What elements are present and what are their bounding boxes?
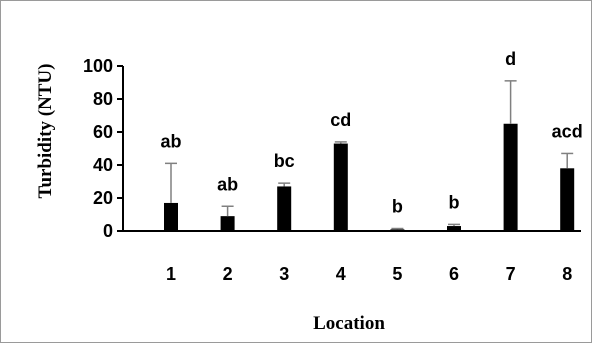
y-tick-label: 60 (93, 122, 113, 142)
bar (220, 216, 235, 231)
significance-label: b (449, 192, 460, 212)
x-tick-label: 5 (392, 264, 402, 284)
bar (333, 143, 348, 231)
significance-labels: ab ab bc cd b b d acd (160, 49, 582, 217)
significance-label: cd (330, 110, 351, 130)
x-tick-label: 8 (562, 264, 572, 284)
bar (277, 186, 292, 231)
x-tick-label: 4 (336, 264, 346, 284)
bar (390, 229, 405, 231)
x-axis-label: Location (313, 313, 385, 334)
significance-label: ab (160, 131, 181, 151)
bar (560, 168, 575, 231)
bar (503, 123, 518, 231)
x-tick-label: 3 (279, 264, 289, 284)
bar (447, 226, 461, 231)
x-tick-label: 6 (449, 264, 459, 284)
significance-label: d (505, 49, 516, 69)
y-tick-label: 80 (93, 89, 113, 109)
y-tick-label: 20 (93, 188, 113, 208)
bar (164, 202, 178, 231)
significance-label: bc (274, 151, 295, 171)
y-tick-label: 0 (103, 221, 113, 241)
x-tick-label: 2 (223, 264, 233, 284)
significance-label: b (392, 197, 403, 217)
y-axis-label: Turbidity (NTU) (35, 64, 56, 199)
y-tick-label: 40 (93, 155, 113, 175)
x-tick-label: 1 (166, 264, 176, 284)
x-tick-label: 7 (506, 264, 516, 284)
bars (164, 123, 575, 231)
y-tick-label: 100 (83, 56, 113, 76)
significance-label: ab (217, 174, 238, 194)
x-axis-ticks: 1 2 3 4 5 6 7 8 (166, 264, 572, 284)
error-bars (165, 80, 574, 230)
significance-label: acd (552, 121, 583, 141)
y-axis-ticks: 0 20 40 60 80 100 (83, 56, 123, 241)
